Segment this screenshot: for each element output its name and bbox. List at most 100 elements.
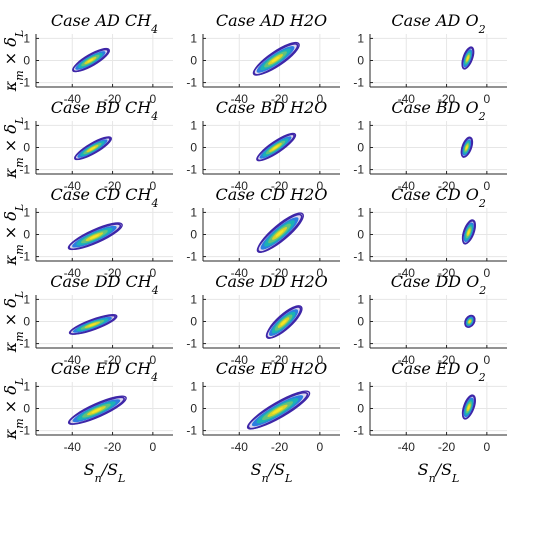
y-tick-label: 1 [190,205,197,219]
contour-level [67,396,125,425]
y-tick-label: -1 [186,163,197,177]
contour-group [265,305,303,339]
x-tick-label: -40 [64,179,82,193]
y-tick-label: 1 [357,292,364,306]
panel-bd-ch4: -40 -20 0 -1 0 1 Case BD CH4 κm × δL [1,98,173,193]
y-tick-label: -1 [186,250,197,264]
panel-title: Case BD H2O [216,98,327,117]
x-tick-label: -20 [438,266,456,280]
y-tick-label: 1 [190,118,197,132]
x-tick-label: -20 [438,92,456,106]
x-tick-label: 0 [317,266,324,280]
contour-level [89,146,96,151]
x-tick-label: -40 [398,179,416,193]
x-tick-label: -40 [231,179,249,193]
y-tick-label: 0 [357,54,364,68]
y-tick-label: 0 [23,141,30,155]
panel-title: Case DD CH4 [50,272,159,297]
y-tick-label: 0 [190,54,197,68]
contour-level [265,306,302,339]
y-tick-label: 0 [23,228,30,242]
contour-level [74,137,111,161]
panel-title: Case DD H2O [215,272,328,291]
y-tick-label: 1 [23,205,30,219]
x-tick-label: -40 [231,440,249,454]
x-tick-label: 0 [317,92,324,106]
x-tick-label: -40 [231,353,249,367]
x-axis-label: Sn/SL [418,460,460,485]
x-tick-label: 0 [150,92,157,106]
x-tick-label: -40 [231,92,249,106]
y-tick-label: 1 [23,292,30,306]
contour-group [71,47,110,73]
x-tick-label: -20 [271,92,289,106]
x-tick-label: -40 [64,440,82,454]
panel-cd-h2o: -40 -20 0 -1 0 1 Case CD H2O [186,185,340,280]
y-tick-label: 1 [190,292,197,306]
panel-ad-h2o: -40 -20 0 -1 0 1 Case AD H2O [186,11,340,106]
contour-level [465,145,468,150]
y-tick-label: -1 [353,163,364,177]
contour-group [67,222,123,251]
x-tick-label: -40 [231,266,249,280]
contour-group [256,212,304,254]
x-tick-label: -20 [438,440,456,454]
x-tick-label: 0 [150,266,157,280]
contour-level [246,391,309,430]
y-tick-label: -1 [19,76,30,90]
x-axis-label: Sn/SL [84,460,126,485]
panel-ad-ch4: -40 -20 0 -1 0 1 Case AD CH4 κm × δL [1,11,173,106]
x-tick-label: 0 [317,179,324,193]
contour-level [280,319,287,326]
x-tick-label: 0 [484,440,491,454]
contour-level [91,408,102,414]
panel-title: Case CD H2O [216,185,328,204]
contour-level [460,137,473,158]
x-tick-label: -40 [64,266,82,280]
x-tick-label: 0 [317,440,324,454]
contour-group [460,136,474,158]
y-tick-label: -1 [353,424,364,438]
panel-cd-o2: -40 -20 0 -1 0 1 Case CD O2 [353,185,507,280]
x-tick-label: 0 [150,353,157,367]
contour-level [89,234,100,239]
panel-title: Case ED CH4 [51,359,158,384]
y-axis-label: κm × δL [1,378,26,440]
y-tick-label: 0 [23,402,30,416]
y-tick-label: 0 [23,54,30,68]
y-axis-label: κm × δL [1,117,26,179]
y-tick-label: 1 [23,379,30,393]
contour-group [461,219,476,245]
contour-level [275,230,284,237]
y-tick-label: 0 [190,228,197,242]
x-tick-label: -20 [104,353,122,367]
y-tick-label: 1 [357,118,364,132]
y-tick-label: -1 [353,250,364,264]
contour-level [461,46,474,70]
y-tick-label: -1 [19,337,30,351]
y-tick-label: 0 [23,315,30,329]
contour-level [468,320,471,323]
x-axis-label: Sn/SL [251,460,293,485]
panel-dd-h2o: -40 -20 0 -1 0 1 Case DD H2O [186,272,340,367]
y-axis-label: κm × δL [1,204,26,266]
contour-group [67,395,127,425]
y-tick-label: -1 [19,424,30,438]
x-tick-label: -20 [271,179,289,193]
panel-title: Case AD CH4 [51,11,158,36]
y-tick-label: 1 [190,31,197,45]
panel-ad-o2: -40 -20 0 -1 0 1 Case AD O2 [353,11,507,106]
y-axis-label: κm × δL [1,291,26,353]
x-tick-label: 0 [150,179,157,193]
contour-group [68,314,118,335]
y-tick-label: 0 [190,402,197,416]
y-tick-label: -1 [186,424,197,438]
panel-title: Case BD CH4 [51,98,158,123]
panel-ed-h2o: -40 -20 0 -1 0 1 Case ED H2O Sn/SL [186,359,340,485]
contour-level [87,58,94,63]
contour-group [461,394,476,420]
contour-level [68,314,116,335]
contour-level [272,145,279,150]
x-tick-label: -40 [64,92,82,106]
y-tick-label: 1 [190,379,197,393]
